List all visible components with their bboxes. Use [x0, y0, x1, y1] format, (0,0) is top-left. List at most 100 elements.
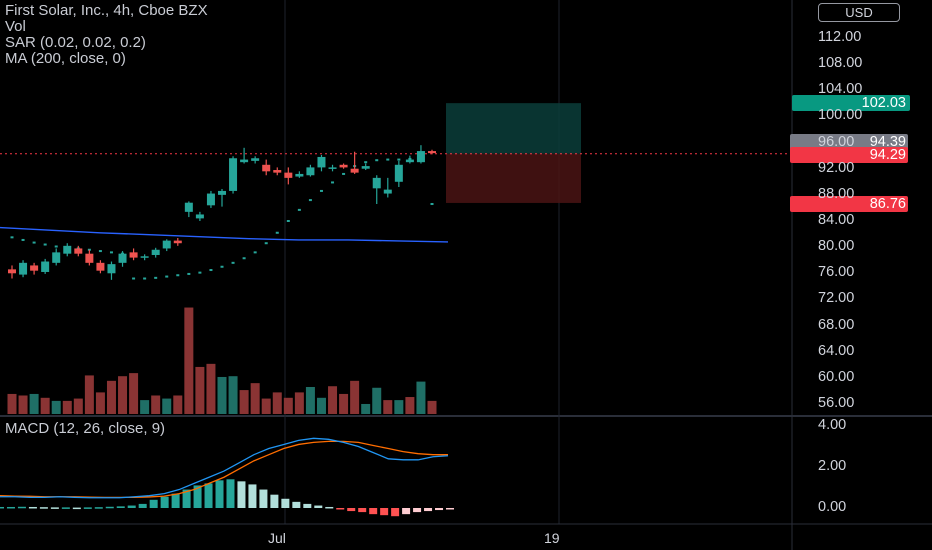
- macd-axis-label: 2.00: [818, 458, 847, 474]
- macd-histogram-bar: [215, 480, 224, 508]
- volume-bar: [427, 400, 437, 414]
- candle-body: [41, 261, 50, 272]
- volume-bar: [383, 400, 393, 414]
- sar-dot: [165, 275, 169, 278]
- macd-histogram-bar: [116, 506, 125, 508]
- volume-bar: [228, 376, 238, 414]
- volume-bar: [106, 380, 116, 414]
- time-label-19: 19: [544, 530, 560, 546]
- macd-histogram-bar: [446, 508, 454, 510]
- candle-body: [151, 249, 160, 255]
- entry-price-tag: 94.29: [869, 147, 906, 163]
- sar-dot: [331, 181, 335, 184]
- sar-dot: [98, 250, 102, 253]
- stop-price-tag: 86.76: [869, 196, 906, 212]
- sar-dot: [308, 199, 312, 202]
- candle-body: [129, 252, 138, 258]
- volume-bar: [40, 397, 50, 414]
- price-axis-label: 92.00: [818, 159, 855, 176]
- volume-bar: [51, 400, 61, 414]
- sar-dot: [21, 238, 25, 241]
- sar-dot: [10, 236, 14, 239]
- macd-histogram-bar: [314, 505, 323, 508]
- sar-legend[interactable]: SAR (0.02, 0.02, 0.2): [5, 34, 146, 51]
- volume-bar: [328, 386, 338, 414]
- price-axis-label: 104.00: [818, 81, 863, 98]
- candle-body: [262, 164, 271, 172]
- macd-histogram-bar: [391, 508, 400, 517]
- macd-histogram-bar: [336, 508, 345, 510]
- volume-bar: [350, 380, 360, 414]
- volume-bar: [416, 381, 426, 414]
- macd-histogram-bar: [237, 481, 246, 508]
- volume-bar: [339, 393, 349, 414]
- volume-bar: [250, 383, 260, 414]
- macd-histogram-bar: [193, 485, 202, 508]
- macd-histogram-bar: [292, 501, 301, 508]
- candle-body: [30, 265, 39, 271]
- candle-body: [317, 156, 326, 168]
- sar-dot: [54, 245, 58, 248]
- take-profit-zone: [446, 103, 581, 154]
- currency-button[interactable]: USD: [818, 3, 900, 22]
- volume-bar: [140, 400, 150, 414]
- candle-body: [96, 262, 105, 271]
- macd-histogram-bar: [72, 507, 81, 510]
- volume-bar: [84, 375, 94, 414]
- macd-histogram-bar: [369, 508, 378, 515]
- ma-legend[interactable]: MA (200, close, 0): [5, 50, 126, 67]
- volume-bar: [405, 397, 415, 414]
- macd-histogram-bar: [402, 508, 411, 515]
- volume-bar: [62, 400, 72, 414]
- symbol-title[interactable]: First Solar, Inc., 4h, Cboe BZX: [5, 2, 208, 19]
- sar-dot: [154, 276, 158, 279]
- candle-body: [350, 168, 359, 173]
- volume-legend[interactable]: Vol: [5, 18, 26, 35]
- price-axis-label: 108.00: [818, 55, 863, 72]
- macd-histogram-bar: [94, 507, 103, 509]
- volume-bar: [7, 393, 17, 414]
- candle-body: [63, 245, 72, 254]
- macd-histogram-bar: [424, 508, 433, 512]
- candle-body: [284, 172, 293, 178]
- volume-bar: [162, 398, 172, 414]
- candle-body: [118, 253, 127, 263]
- volume-bar: [29, 393, 39, 414]
- volume-bar: [316, 397, 326, 414]
- price-axis-label: 88.00: [818, 185, 855, 202]
- candle-body: [85, 253, 94, 263]
- sar-dot: [198, 271, 202, 274]
- volume-bar: [394, 400, 404, 414]
- candle-body: [251, 158, 260, 161]
- macd-line: [0, 437, 449, 499]
- candle-body: [273, 170, 282, 173]
- volume-bar: [118, 376, 128, 414]
- macd-histogram-bar: [380, 508, 389, 516]
- sar-dot: [187, 272, 191, 275]
- macd-histogram-bar: [149, 499, 158, 508]
- sar-dot: [143, 277, 147, 280]
- candle-body: [195, 214, 204, 219]
- sar-dot: [430, 203, 434, 206]
- stop-loss-zone: [446, 153, 581, 203]
- macd-histogram-bar: [6, 506, 15, 509]
- volume-bar: [361, 403, 371, 414]
- price-axis-label: 68.00: [818, 316, 855, 333]
- price-axis-label: 84.00: [818, 212, 855, 228]
- candle-body: [173, 240, 182, 244]
- macd-histogram-bar: [413, 508, 422, 513]
- macd-histogram-bar: [358, 508, 367, 513]
- price-axis-label: 100.00: [818, 107, 863, 124]
- volume-bar: [261, 398, 271, 414]
- macd-histogram-bar: [50, 507, 59, 509]
- sar-dot: [364, 161, 368, 164]
- macd-legend[interactable]: MACD (12, 26, close, 9): [5, 420, 166, 437]
- macd-histogram-bar: [281, 498, 290, 508]
- sar-dot: [109, 251, 113, 254]
- candle-body: [306, 167, 315, 176]
- macd-histogram-bar: [39, 507, 48, 509]
- sar-dot: [32, 241, 36, 244]
- macd-histogram-bar: [138, 503, 147, 508]
- macd-histogram-bar: [270, 494, 279, 508]
